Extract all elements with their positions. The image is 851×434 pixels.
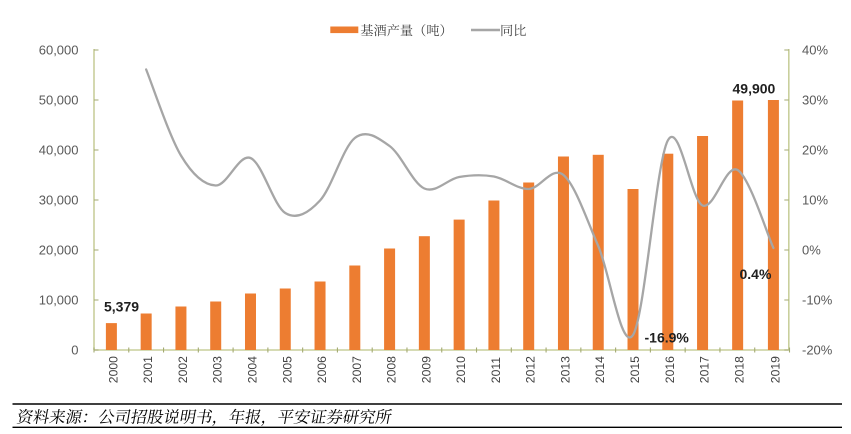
svg-text:2007: 2007: [350, 356, 364, 383]
svg-text:0: 0: [71, 343, 78, 358]
svg-text:49,900: 49,900: [733, 81, 776, 97]
svg-text:2009: 2009: [419, 356, 433, 383]
svg-text:2003: 2003: [211, 356, 225, 383]
svg-text:-16.9%: -16.9%: [645, 330, 690, 346]
svg-text:0.4%: 0.4%: [740, 266, 772, 282]
svg-text:0%: 0%: [802, 243, 821, 258]
svg-text:2001: 2001: [141, 356, 155, 383]
svg-text:2017: 2017: [698, 356, 712, 383]
svg-text:40,000: 40,000: [39, 143, 79, 158]
svg-text:2015: 2015: [628, 356, 642, 383]
svg-text:2004: 2004: [245, 356, 259, 383]
svg-text:2012: 2012: [524, 356, 538, 383]
svg-text:20,000: 20,000: [39, 243, 79, 258]
svg-text:2005: 2005: [280, 356, 294, 383]
svg-text:2013: 2013: [558, 356, 572, 383]
svg-text:2018: 2018: [733, 356, 747, 383]
svg-text:2008: 2008: [385, 356, 399, 383]
svg-text:30%: 30%: [802, 93, 828, 108]
svg-text:50,000: 50,000: [39, 93, 79, 108]
svg-text:2006: 2006: [315, 356, 329, 383]
svg-text:-10%: -10%: [802, 293, 833, 308]
svg-text:2014: 2014: [593, 356, 607, 383]
svg-text:2000: 2000: [106, 356, 120, 383]
svg-text:-20%: -20%: [802, 343, 833, 358]
svg-text:5,379: 5,379: [104, 298, 139, 314]
svg-text:2010: 2010: [454, 356, 468, 383]
svg-text:40%: 40%: [802, 43, 828, 58]
svg-text:2011: 2011: [489, 357, 503, 383]
svg-text:2016: 2016: [663, 356, 677, 383]
svg-text:2019: 2019: [768, 356, 782, 383]
svg-text:20%: 20%: [802, 143, 828, 158]
svg-text:30,000: 30,000: [39, 193, 79, 208]
svg-text:10%: 10%: [802, 193, 828, 208]
svg-text:2002: 2002: [176, 356, 190, 383]
svg-text:60,000: 60,000: [39, 43, 79, 58]
svg-text:10,000: 10,000: [39, 293, 79, 308]
